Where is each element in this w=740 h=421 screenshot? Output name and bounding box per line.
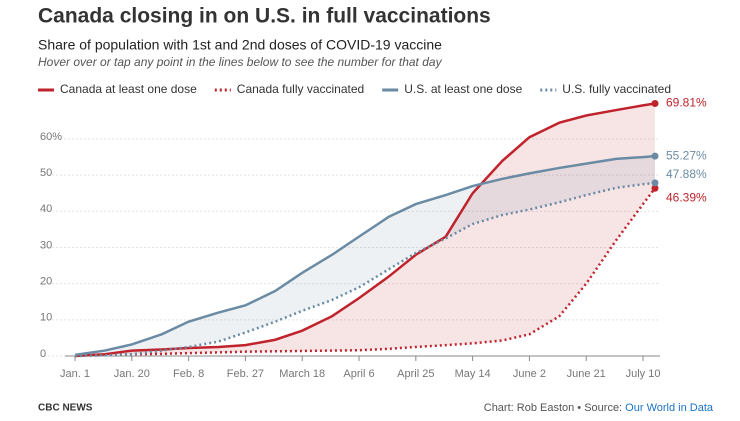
x-tick-label: April 25 xyxy=(397,368,434,380)
chart-subtitle: Share of population with 1st and 2nd dos… xyxy=(38,37,442,53)
x-tick-label: April 6 xyxy=(343,368,374,380)
series-line xyxy=(74,187,656,358)
y-tick-label: 30 xyxy=(40,239,52,251)
y-tick-label: 40 xyxy=(40,203,52,215)
footer-brand: CBC NEWS xyxy=(38,403,93,414)
footer-credit: Chart: Rob Easton • Source: Our World in… xyxy=(484,402,714,414)
x-tick-label: Jan. 20 xyxy=(114,368,150,380)
legend-label: Canada fully vaccinated xyxy=(237,82,364,96)
x-tick-label: May 14 xyxy=(455,368,491,380)
series-line xyxy=(74,154,656,357)
y-tick-label: 0 xyxy=(40,348,46,360)
series-line xyxy=(74,181,656,358)
y-tick-label: 20 xyxy=(40,276,52,288)
chart-note: Hover over or tap any point in the lines… xyxy=(38,55,443,69)
y-tick-label: 60% xyxy=(40,131,62,143)
x-tick-label: June 2 xyxy=(513,368,546,380)
legend-label: Canada at least one dose xyxy=(60,82,197,96)
end-point xyxy=(651,100,659,108)
credit: Chart: Rob Easton • Source: xyxy=(484,402,625,414)
x-tick-label: July 10 xyxy=(626,368,661,380)
x-tick-label: March 18 xyxy=(279,368,325,380)
legend-label: U.S. at least one dose xyxy=(404,82,522,96)
band-fill xyxy=(75,103,655,356)
y-tick-label: 10 xyxy=(40,312,52,324)
y-tick-label: 50 xyxy=(40,167,52,179)
legend-label: U.S. fully vaccinated xyxy=(562,82,671,96)
value-label: 69.81% xyxy=(666,96,707,110)
chart-title: Canada closing in on U.S. in full vaccin… xyxy=(38,5,491,28)
end-point xyxy=(651,179,659,187)
x-tick-label: Feb. 27 xyxy=(227,368,264,380)
band-fill xyxy=(75,156,655,356)
x-tick-label: June 21 xyxy=(567,368,606,380)
value-label: 55.27% xyxy=(666,148,707,162)
end-point xyxy=(651,152,659,160)
x-tick-label: Jan. 1 xyxy=(60,368,90,380)
x-tick-label: Feb. 8 xyxy=(173,368,204,380)
value-label: 47.88% xyxy=(666,167,707,181)
end-point xyxy=(651,184,659,192)
value-label: 46.39% xyxy=(666,190,707,204)
source-link[interactable]: Our World in Data xyxy=(625,402,714,414)
